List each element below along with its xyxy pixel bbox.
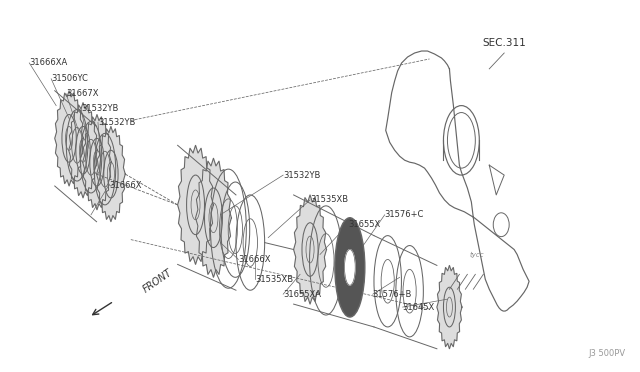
Text: tycc: tycc	[470, 251, 484, 257]
Text: 31666X: 31666X	[238, 255, 271, 264]
Text: 31655X: 31655X	[348, 220, 380, 229]
Text: 31532YB: 31532YB	[283, 171, 321, 180]
Text: 31535XB: 31535XB	[255, 275, 293, 284]
Text: 31576+C: 31576+C	[385, 210, 424, 219]
Text: 31667X: 31667X	[66, 89, 99, 98]
Text: 31666XA: 31666XA	[29, 58, 67, 67]
Text: 31532YB: 31532YB	[81, 104, 118, 113]
Polygon shape	[97, 126, 125, 222]
Text: J3 500PV: J3 500PV	[589, 349, 626, 358]
Text: SEC.311: SEC.311	[483, 38, 526, 48]
Ellipse shape	[335, 218, 365, 317]
Polygon shape	[178, 145, 214, 264]
Ellipse shape	[344, 250, 355, 285]
Polygon shape	[196, 158, 232, 277]
Text: 31506YC: 31506YC	[51, 74, 88, 83]
Text: 31532YB: 31532YB	[98, 118, 135, 127]
Text: 31666X: 31666X	[109, 180, 141, 189]
Polygon shape	[294, 195, 326, 304]
Text: 31535XB: 31535XB	[310, 195, 348, 204]
Polygon shape	[83, 115, 111, 210]
Polygon shape	[55, 91, 83, 186]
Text: 31655XA: 31655XA	[283, 290, 321, 299]
Polygon shape	[437, 265, 462, 349]
Text: FRONT: FRONT	[141, 267, 173, 294]
Polygon shape	[68, 103, 97, 198]
Text: 31645X: 31645X	[403, 302, 435, 312]
Text: 31576+B: 31576+B	[372, 290, 412, 299]
